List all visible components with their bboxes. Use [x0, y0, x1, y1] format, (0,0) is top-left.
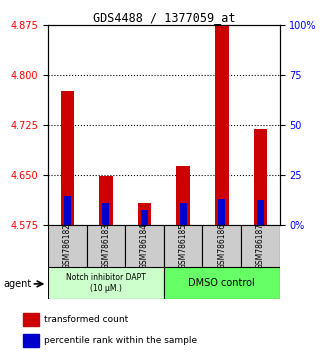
Bar — [254, 130, 267, 225]
FancyBboxPatch shape — [48, 267, 164, 299]
FancyBboxPatch shape — [241, 225, 280, 267]
Text: GSM786182: GSM786182 — [63, 223, 72, 269]
Bar — [180, 204, 187, 225]
Bar — [99, 176, 113, 225]
Title: GDS4488 / 1377059_at: GDS4488 / 1377059_at — [93, 11, 235, 24]
FancyBboxPatch shape — [125, 225, 164, 267]
Bar — [218, 199, 225, 225]
Text: DMSO control: DMSO control — [188, 278, 255, 288]
FancyBboxPatch shape — [48, 225, 87, 267]
Text: GSM786187: GSM786187 — [256, 223, 265, 269]
FancyBboxPatch shape — [164, 267, 280, 299]
Text: GSM786183: GSM786183 — [101, 223, 111, 269]
Text: Notch inhibitor DAPT
(10 μM.): Notch inhibitor DAPT (10 μM.) — [66, 273, 146, 293]
FancyBboxPatch shape — [203, 225, 241, 267]
Bar — [257, 200, 264, 225]
Text: GSM786184: GSM786184 — [140, 223, 149, 269]
Text: GSM786186: GSM786186 — [217, 223, 226, 269]
Bar — [103, 204, 109, 225]
Bar — [61, 91, 74, 225]
Bar — [64, 196, 71, 225]
FancyBboxPatch shape — [87, 225, 125, 267]
Bar — [138, 203, 151, 225]
Text: transformed count: transformed count — [44, 315, 128, 324]
Text: percentile rank within the sample: percentile rank within the sample — [44, 336, 197, 345]
Bar — [23, 334, 39, 347]
FancyBboxPatch shape — [164, 225, 203, 267]
Text: agent: agent — [3, 279, 31, 289]
Bar — [215, 23, 228, 225]
Bar — [23, 313, 39, 326]
Bar — [141, 210, 148, 225]
Text: GSM786185: GSM786185 — [179, 223, 188, 269]
Bar — [176, 166, 190, 225]
